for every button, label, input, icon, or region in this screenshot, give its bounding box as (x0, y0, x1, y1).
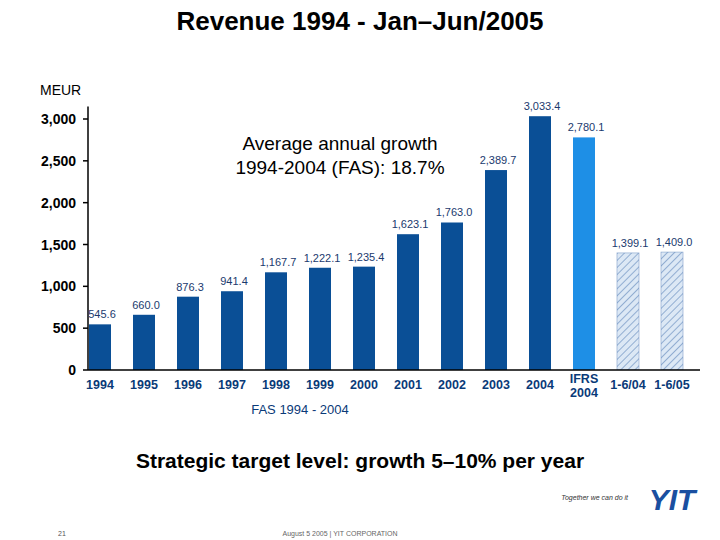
data-labels: 545.6 660.0 876.3 941.4 1,167.7 1,222.1 1,235.… (88, 100, 692, 320)
y-axis-label: MEUR (40, 82, 81, 98)
bar (529, 116, 551, 370)
x-tick-label-line: 1994 (86, 378, 114, 392)
x-tick-label-line: 2004 (570, 386, 598, 400)
bar (441, 222, 463, 370)
x-tick-label: 2003 (482, 378, 510, 392)
data-label: 2,780.1 (568, 121, 605, 133)
y-axis: 0 500 1,000 1,500 2,000 2,500 3,000 (41, 106, 88, 378)
data-label: 1,399.1 (612, 237, 649, 249)
data-label: 1,763.0 (436, 206, 473, 218)
data-label: 876.3 (176, 281, 204, 293)
data-label: 941.4 (220, 275, 248, 287)
x-tick-label-line: 2004 (526, 378, 554, 392)
x-tick-label-line: 1995 (130, 378, 158, 392)
y-tick-label: 3,000 (41, 111, 76, 127)
bar-hatch (661, 252, 683, 370)
annotation: Average annual growth (242, 133, 437, 154)
x-tick-label-line: 1999 (306, 378, 334, 392)
bar (221, 291, 243, 370)
bar (617, 253, 639, 370)
logo: YIT (649, 483, 698, 516)
x-tick-label-line: 2003 (482, 378, 510, 392)
y-tick-label: 2,000 (41, 195, 76, 211)
x-tick-label: 1-6/05 (654, 378, 689, 392)
annotation: 1994-2004 (FAS): 18.7% (235, 157, 444, 178)
y-axis-line (87, 106, 89, 370)
x-tick-label-line: 1998 (262, 378, 290, 392)
x-tick-label: 2000 (350, 378, 378, 392)
data-label: 2,389.7 (480, 154, 517, 166)
y-tick-label: 2,500 (41, 153, 76, 169)
title: Revenue 1994 - Jan–Jun/2005 (176, 6, 543, 36)
bar (133, 315, 155, 370)
x-tick-label: 2001 (394, 378, 422, 392)
x-tick-label: 2002 (438, 378, 466, 392)
x-tick-label: 2004 (526, 378, 554, 392)
bars (89, 116, 683, 370)
data-label: 545.6 (88, 308, 116, 320)
y-tick-label: 1,500 (41, 237, 76, 253)
x-tick-label: 1997 (218, 378, 246, 392)
x-tick-label-line: 1-6/05 (654, 378, 689, 392)
data-label: 660.0 (132, 299, 160, 311)
y-tick-label: 1,000 (41, 278, 76, 294)
x-axis-line (88, 369, 700, 371)
data-label: 1,167.7 (260, 256, 297, 268)
bar (573, 137, 595, 370)
x-tick-label: 1999 (306, 378, 334, 392)
subtitle: Strategic target level: growth 5–10% per… (136, 449, 584, 472)
x-tick-label-line: 1997 (218, 378, 246, 392)
x-tick-label: 1995 (130, 378, 158, 392)
chart: Revenue 1994 - Jan–Jun/2005 MEUR 0 500 1,000… (0, 0, 720, 540)
data-label: 1,623.1 (392, 218, 429, 230)
slogan: Together we can do it (561, 494, 629, 502)
bar (397, 234, 419, 370)
data-label: 3,033.4 (524, 100, 561, 112)
x-tick-label-line: 2001 (394, 378, 422, 392)
x-tick-label: 1996 (174, 378, 202, 392)
page-number: 21 (58, 530, 66, 537)
bar (485, 170, 507, 370)
x-tick-label-line: 2000 (350, 378, 378, 392)
data-label: 1,235.4 (348, 251, 385, 263)
x-tick-label-line: IFRS (570, 372, 598, 386)
data-label: 1,409.0 (656, 236, 693, 248)
x-tick-label-line: 1-6/04 (610, 378, 645, 392)
footer-text: August 5 2005 | YIT CORPORATION (282, 530, 397, 538)
group-label: FAS 1994 - 2004 (251, 402, 349, 417)
x-tick-label: 1994 (86, 378, 114, 392)
bar (265, 272, 287, 370)
bar (177, 297, 199, 370)
x-tick-label: 1998 (262, 378, 290, 392)
bar-hatch (617, 253, 639, 370)
x-tick-label: IFRS2004 (570, 372, 598, 400)
y-tick-label: 500 (53, 320, 77, 336)
x-tick-label-line: 1996 (174, 378, 202, 392)
x-tick-label: 1-6/04 (610, 378, 645, 392)
data-label: 1,222.1 (304, 252, 341, 264)
y-tick-label: 0 (68, 362, 76, 378)
x-tick-label-line: 2002 (438, 378, 466, 392)
bar (309, 268, 331, 370)
x-axis: 1994 1995 1996 1997 1998 1999 2000 2001 2002 2003… (86, 370, 700, 400)
bar (353, 267, 375, 370)
bar (89, 324, 111, 370)
bar (661, 252, 683, 370)
